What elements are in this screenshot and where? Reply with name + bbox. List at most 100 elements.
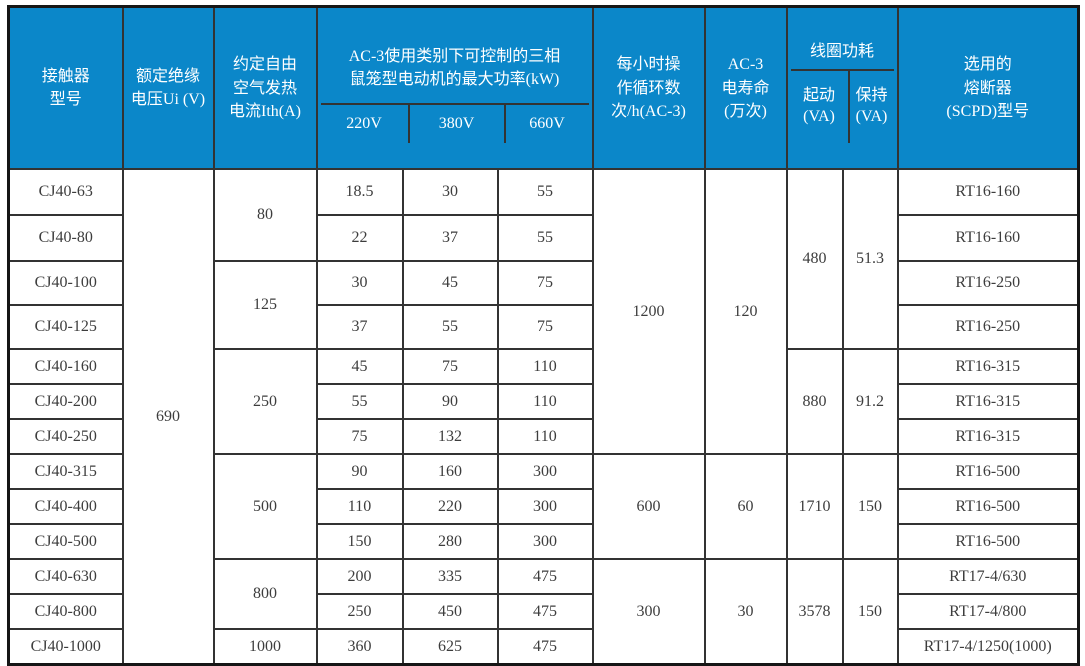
- table-row: CJ40-315 500 90 160 300 600 60 1710 150 …: [7, 453, 1080, 561]
- power-380v-cell: 335: [401, 558, 499, 596]
- fuse-cell: RT16-315: [896, 383, 1080, 421]
- table-row: CJ40-500 150 280 300 RT16-500: [7, 523, 1080, 561]
- power-220v-cell: 200: [315, 558, 404, 596]
- header-380v: 380V: [407, 105, 504, 144]
- header-model: 接触器 型号: [7, 5, 124, 171]
- page: 接触器 型号 额定绝缘 电压Ui (V) 约定自由 空气发热 电流Ith(A) …: [7, 5, 1081, 666]
- table-row: CJ40-160 250 45 75 110 880 91.2 RT16-315: [7, 348, 1080, 456]
- header-220v: 220V: [346, 114, 382, 132]
- electrical-life-cell: 120: [703, 168, 788, 456]
- power-220v-cell: 22: [315, 214, 404, 263]
- thermal-current-cell: 250: [212, 348, 318, 456]
- coil-hold-cell: 150: [841, 453, 899, 561]
- header-coil-power-group: 线圈功耗 起动 (VA) 保持 (VA): [785, 5, 899, 171]
- model-cell: CJ40-800: [7, 593, 124, 631]
- table-row: CJ40-63 690 80 18.5 30 55 1200 120 480 5…: [7, 168, 1080, 666]
- power-660v-cell: 55: [496, 168, 594, 217]
- coil-start-cell: 1710: [785, 453, 844, 561]
- power-660v-cell: 475: [496, 593, 594, 631]
- header-row: 接触器 型号 额定绝缘 电压Ui (V) 约定自由 空气发热 电流Ith(A) …: [7, 5, 1080, 171]
- power-660v-cell: 55: [496, 214, 594, 263]
- table-row: CJ40-800 250 450 475 RT17-4/800: [7, 593, 1080, 631]
- coil-subheader-row: 起动 (VA) 保持 (VA): [791, 71, 894, 144]
- model-cell: CJ40-500: [7, 523, 124, 561]
- fuse-cell: RT17-4/1250(1000): [896, 628, 1080, 666]
- table-body: CJ40-63 690 80 18.5 30 55 1200 120 480 5…: [7, 168, 1080, 666]
- header-electrical-life: AC-3 电寿命 (万次): [703, 5, 788, 171]
- ops-per-hour-cell: 1200: [591, 168, 706, 456]
- table-header: 接触器 型号 额定绝缘 电压Ui (V) 约定自由 空气发热 电流Ith(A) …: [7, 5, 1080, 171]
- coil-start-cell: 3578: [785, 558, 844, 666]
- model-cell: CJ40-315: [7, 453, 124, 491]
- thermal-current-cell: 80: [212, 168, 318, 263]
- power-660v-cell: 75: [496, 260, 594, 307]
- insulation-voltage-cell: 690: [121, 168, 215, 666]
- coil-power-group: 线圈功耗 起动 (VA) 保持 (VA): [790, 33, 894, 144]
- header-coil-hold: 保持 (VA): [847, 71, 894, 144]
- model-cell: CJ40-160: [7, 348, 124, 386]
- power-220v-cell: 55: [315, 383, 404, 421]
- model-cell: CJ40-250: [7, 418, 124, 456]
- power-380v-cell: 160: [401, 453, 499, 491]
- power-660v-cell: 300: [496, 488, 594, 526]
- fuse-cell: RT16-250: [896, 260, 1080, 307]
- power-380v-cell: 625: [401, 628, 499, 666]
- power-380v-cell: 30: [401, 168, 499, 217]
- fuse-cell: RT16-250: [896, 304, 1080, 351]
- max-power-group: AC-3使用类别下可控制的三相 鼠笼型电动机的最大功率(kW) 220V 380…: [320, 33, 589, 144]
- power-220v-cell: 250: [315, 593, 404, 631]
- header-max-power-group: AC-3使用类别下可控制的三相 鼠笼型电动机的最大功率(kW) 220V 380…: [315, 5, 594, 171]
- thermal-current-cell: 500: [212, 453, 318, 561]
- power-660v-cell: 300: [496, 453, 594, 491]
- power-380v-cell: 37: [401, 214, 499, 263]
- power-220v-cell: 18.5: [315, 168, 404, 217]
- power-220v-cell: 90: [315, 453, 404, 491]
- power-660v-cell: 300: [496, 523, 594, 561]
- header-coil-start: 起动 (VA): [802, 87, 835, 126]
- fuse-cell: RT17-4/800: [896, 593, 1080, 631]
- power-380v-cell: 45: [401, 260, 499, 307]
- ops-per-hour-cell: 300: [591, 558, 706, 666]
- power-380v-cell: 280: [401, 523, 499, 561]
- power-220v-cell: 360: [315, 628, 404, 666]
- table-row: CJ40-100 125 30 45 75 RT16-250: [7, 260, 1080, 351]
- power-660v-cell: 75: [496, 304, 594, 351]
- coil-start-cell: 880: [785, 348, 844, 456]
- model-cell: CJ40-80: [7, 214, 124, 263]
- fuse-cell: RT16-160: [896, 214, 1080, 263]
- fuse-cell: RT16-160: [896, 168, 1080, 217]
- power-220v-cell: 75: [315, 418, 404, 456]
- model-cell: CJ40-400: [7, 488, 124, 526]
- model-cell: CJ40-100: [7, 260, 124, 307]
- header-fuse-type: 选用的 熔断器 (SCPD)型号: [896, 5, 1080, 171]
- electrical-life-cell: 60: [703, 453, 788, 561]
- header-660v: 660V: [503, 105, 589, 144]
- fuse-cell: RT17-4/630: [896, 558, 1080, 596]
- coil-hold-cell: 91.2: [841, 348, 899, 456]
- coil-start-cell: 480: [785, 168, 844, 351]
- header-insulation-voltage: 额定绝缘 电压Ui (V): [121, 5, 215, 171]
- electrical-life-cell: 30: [703, 558, 788, 666]
- header-ops-per-hour: 每小时操 作循环数 次/h(AC-3): [591, 5, 706, 171]
- thermal-current-cell: 800: [212, 558, 318, 631]
- power-220v-cell: 30: [315, 260, 404, 307]
- fuse-cell: RT16-315: [896, 418, 1080, 456]
- model-cell: CJ40-200: [7, 383, 124, 421]
- power-380v-cell: 55: [401, 304, 499, 351]
- header-thermal-current: 约定自由 空气发热 电流Ith(A): [212, 5, 318, 171]
- voltage-subheader-row: 220V 380V 660V: [321, 105, 589, 144]
- power-660v-cell: 110: [496, 383, 594, 421]
- power-220v-cell: 110: [315, 488, 404, 526]
- table-row: CJ40-125 37 55 75 RT16-250: [7, 304, 1080, 351]
- power-220v-cell: 45: [315, 348, 404, 386]
- model-cell: CJ40-63: [7, 168, 124, 217]
- table-row: CJ40-200 55 90 110 RT16-315: [7, 383, 1080, 421]
- power-660v-cell: 475: [496, 628, 594, 666]
- power-380v-cell: 450: [401, 593, 499, 631]
- power-660v-cell: 110: [496, 348, 594, 386]
- power-380v-cell: 75: [401, 348, 499, 386]
- ops-per-hour-cell: 600: [591, 453, 706, 561]
- coil-hold-cell: 51.3: [841, 168, 899, 351]
- header-coil-power-label: 线圈功耗: [790, 33, 894, 72]
- contactor-spec-table: 接触器 型号 额定绝缘 电压Ui (V) 约定自由 空气发热 电流Ith(A) …: [7, 5, 1081, 666]
